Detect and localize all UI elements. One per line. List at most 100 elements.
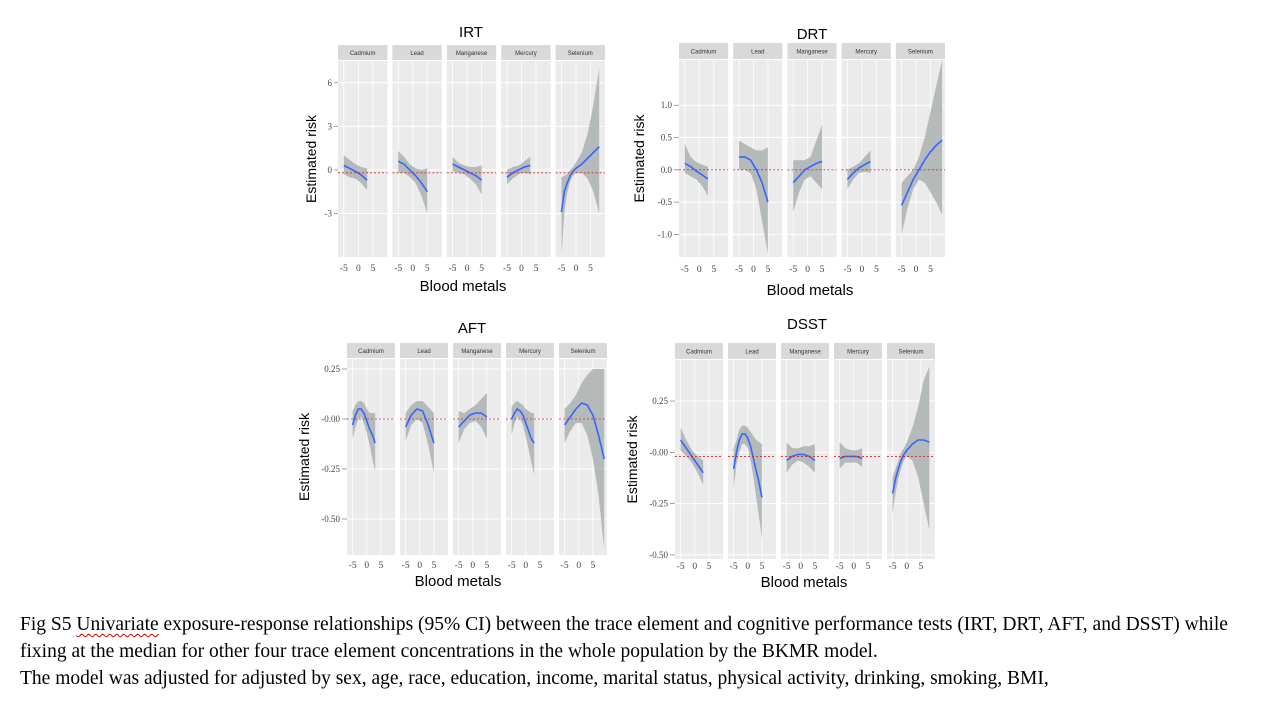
figure-caption: Fig S5 Univariate exposure-response rela… — [20, 611, 1240, 692]
x-tick-label: -5 — [561, 561, 569, 571]
estimate-line — [846, 160, 871, 181]
estimate-line — [404, 408, 435, 444]
x-tick-label: 0 — [410, 264, 415, 274]
y-tick-label: 0.5 — [661, 133, 673, 143]
x-tick-label: 0 — [465, 264, 470, 274]
chart-title: AFT — [458, 320, 486, 337]
x-tick-label: -5 — [449, 264, 457, 274]
facet-label: Mercury — [515, 51, 537, 57]
facet-strip — [887, 343, 935, 359]
x-tick-label: 0 — [576, 561, 581, 571]
x-tick-label: 0 — [470, 561, 475, 571]
x-tick-label: 5 — [591, 561, 596, 571]
figure-canvas: IRT Estimated risk 6 3 0 -3 Blood metals Cadmiu… — [296, 24, 945, 591]
y-axis-label: Estimated risk — [303, 114, 319, 203]
confidence-band — [511, 401, 535, 475]
x-tick-label: 5 — [866, 562, 871, 572]
x-tick-label: -5 — [455, 561, 463, 571]
estimate-line — [506, 164, 531, 178]
facet-selenium: Selenium -5 0 5 — [887, 343, 935, 572]
x-tick-label: 0 — [356, 264, 361, 274]
x-tick-label: 0 — [805, 265, 810, 275]
x-tick-label: 5 — [379, 561, 384, 571]
facet-label: Selenium — [570, 349, 595, 355]
x-tick-label: 0 — [745, 562, 750, 572]
x-tick-label: 0 — [692, 562, 697, 572]
facet-label: Cadmium — [358, 349, 384, 355]
x-tick-label: 0 — [574, 264, 579, 274]
x-tick-label: -5 — [402, 561, 410, 571]
x-tick-label: 0 — [519, 264, 524, 274]
x-tick-label: 5 — [928, 265, 933, 275]
facet-lead: Lead -5 0 5 — [728, 343, 776, 572]
caption-prefix: Fig S5 — [20, 614, 77, 635]
y-tick-label: -3 — [325, 208, 333, 218]
caption-underlined-word: Univariate — [76, 614, 159, 635]
x-tick-label: -5 — [349, 561, 357, 571]
x-tick-label: 5 — [432, 561, 437, 571]
facet-manganese: Manganese -5 0 5 — [446, 45, 497, 274]
x-tick-label: -5 — [394, 264, 402, 274]
estimate-line — [739, 156, 769, 203]
facet-panel — [446, 61, 497, 257]
y-tick-label: 0.0 — [661, 165, 673, 175]
x-tick-label: 5 — [485, 561, 490, 571]
facet-label: Mercury — [855, 50, 877, 56]
y-tick-label: -0.00 — [321, 414, 340, 424]
facet-strip — [555, 45, 605, 60]
chart-title: IRT — [459, 24, 483, 41]
facet-strip — [781, 343, 829, 359]
x-tick-label: 5 — [760, 562, 765, 572]
confidence-band — [564, 369, 605, 549]
x-tick-label: -5 — [681, 265, 689, 275]
confidence-band — [452, 156, 482, 195]
y-tick-label: -0.50 — [649, 550, 668, 560]
x-tick-label: 0 — [798, 562, 803, 572]
x-tick-label: 5 — [919, 562, 924, 572]
x-tick-label: -5 — [677, 562, 685, 572]
x-tick-label: 5 — [874, 265, 879, 275]
estimate-line — [891, 439, 930, 494]
y-tick-label: 1.0 — [661, 100, 673, 110]
x-tick-label: 0 — [914, 265, 919, 275]
estimate-line — [343, 164, 368, 181]
facet-mercury: Mercury -5 0 5 — [834, 343, 882, 572]
y-tick-label: 3 — [328, 121, 333, 131]
facet-mercury: Mercury -5 0 5 — [506, 343, 554, 571]
x-tick-label: 5 — [534, 264, 539, 274]
facet-manganese: Manganese -5 0 5 — [781, 343, 829, 572]
x-tick-label: -5 — [843, 265, 851, 275]
x-tick-label: -5 — [735, 265, 743, 275]
estimate-line — [684, 162, 709, 180]
facet-strip — [453, 343, 501, 358]
confidence-band — [352, 401, 376, 471]
facet-label: Cadmium — [686, 350, 712, 356]
facet-strip — [895, 43, 945, 59]
confidence-band — [739, 140, 768, 254]
facet-strip — [347, 343, 395, 358]
x-tick-label: 5 — [425, 264, 430, 274]
facet-label: Selenium — [908, 50, 933, 56]
facet-label: Manganese — [461, 349, 493, 355]
y-axis-label: Estimated risk — [624, 415, 640, 504]
facet-selenium: Selenium -5 0 5 — [559, 343, 607, 571]
x-tick-label: -5 — [836, 562, 844, 572]
facet-mercury: Mercury -5 0 5 — [841, 43, 891, 275]
facet-strip — [392, 45, 442, 60]
facet-manganese: Manganese -5 0 5 — [453, 343, 501, 571]
x-tick-label: 5 — [707, 562, 712, 572]
estimate-line — [560, 146, 600, 213]
facet-panel — [501, 61, 551, 257]
facet-strip — [559, 343, 607, 358]
x-tick-label: 0 — [904, 562, 909, 572]
x-tick-label: 0 — [697, 265, 702, 275]
x-tick-label: 0 — [751, 265, 756, 275]
estimate-line — [900, 139, 943, 206]
confidence-band — [733, 425, 762, 539]
facet-label: Cadmium — [350, 51, 376, 57]
estimate-line — [510, 407, 535, 444]
y-tick-label: 0.25 — [324, 364, 340, 374]
facet-panel — [400, 359, 448, 555]
estimate-line — [452, 163, 483, 181]
facet-strip — [675, 343, 723, 359]
